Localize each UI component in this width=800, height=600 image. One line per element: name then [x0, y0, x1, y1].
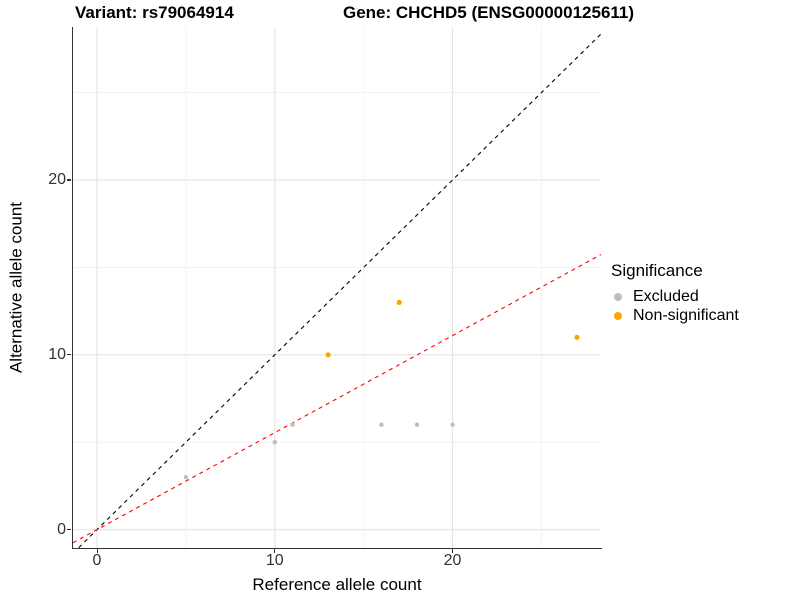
legend-dot-icon — [614, 292, 622, 301]
x-tick-mark — [274, 549, 276, 553]
legend-title: Significance — [611, 261, 703, 280]
y-axis-title: Alternative allele count — [6, 201, 26, 374]
data-point-excluded — [272, 440, 277, 445]
x-tick-label: 10 — [265, 552, 284, 569]
y-tick-mark — [67, 354, 71, 356]
data-point-non-significant — [325, 352, 331, 358]
data-point-non-significant — [396, 299, 402, 305]
x-tick-label: 20 — [443, 552, 462, 569]
data-point-excluded — [183, 474, 189, 480]
y-axis-line — [71, 27, 73, 550]
y-tick-mark — [67, 529, 71, 531]
data-point-excluded — [450, 422, 455, 427]
identity-line — [77, 33, 601, 548]
plot-panel — [73, 27, 601, 548]
y-tick-label: 20 — [48, 170, 66, 188]
scatter-canvas — [73, 27, 601, 548]
data-point-excluded — [414, 422, 420, 427]
legend-item-excluded: Excluded — [611, 287, 739, 306]
legend-label: Excluded — [633, 287, 699, 305]
legend-label: Non-significant — [633, 306, 739, 324]
y-tick-mark — [67, 179, 71, 181]
data-point-non-significant — [574, 334, 580, 340]
y-tick-label: 10 — [48, 345, 66, 363]
x-tick-label: 0 — [92, 552, 102, 569]
legend-dot-icon — [614, 311, 622, 320]
x-tick-mark — [96, 549, 98, 553]
x-axis-line — [71, 548, 603, 550]
fit-line — [73, 254, 601, 544]
x-axis-title: Reference allele count — [252, 575, 422, 594]
x-tick-mark — [452, 549, 454, 553]
variant-title: Variant: rs79064914 — [75, 3, 234, 22]
legend-items: Excluded Non-significant — [611, 287, 739, 325]
legend-item-non-significant: Non-significant — [611, 306, 739, 325]
data-point-excluded — [290, 422, 295, 427]
gene-title: Gene: CHCHD5 (ENSG00000125611) — [343, 3, 635, 22]
data-point-excluded — [379, 422, 384, 427]
legend: Significance Excluded Non-significant — [611, 261, 739, 325]
y-tick-label: 0 — [57, 520, 66, 538]
